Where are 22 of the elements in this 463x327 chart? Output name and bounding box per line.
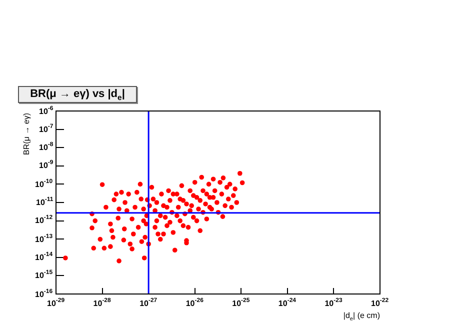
y-tick-label: 10$^{-13}$ [35,234,53,245]
x-tick-label: 10$^{-23}$ [324,298,342,309]
chart-title: BR(μ → eγ) vs |d$_{e}$| [18,86,137,103]
y-tick-label: 10$^{-16}$ [35,288,53,300]
y-tick-label: 10$^{-12}$ [35,215,53,226]
x-tick-label: 10$^{-28}$ [93,298,111,309]
x-tick-label: 10$^{-29}$ [47,298,65,309]
x-axis-title: |d$_{e}$| (e cm) [343,311,380,323]
y-tick-label: 10$^{-15}$ [35,270,53,282]
x-tick-label: 10$^{-25}$ [232,298,250,309]
x-tick-label: 10$^{-27}$ [140,298,158,309]
y-tick-label: 10$^{-11}$ [36,197,54,208]
y-tick-label: 10$^{-9}$ [39,160,54,172]
y-tick-label: 10$^{-6}$ [39,106,54,116]
y-tick-label: 10$^{-8}$ [39,142,54,154]
x-tick-label: 10$^{-22}$ [371,298,389,309]
x-tick-label: 10$^{-26}$ [186,298,204,309]
y-tick-label: 10$^{-10}$ [35,178,53,190]
x-tick-label: 10$^{-24}$ [278,298,296,309]
y-axis-title: BR(μ → eγ) [22,113,32,155]
y-tick-label: 10$^{-14}$ [35,252,53,263]
y-tick-label: 10$^{-7}$ [39,124,54,135]
